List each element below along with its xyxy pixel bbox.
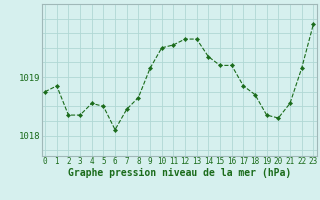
X-axis label: Graphe pression niveau de la mer (hPa): Graphe pression niveau de la mer (hPa) bbox=[68, 168, 291, 178]
